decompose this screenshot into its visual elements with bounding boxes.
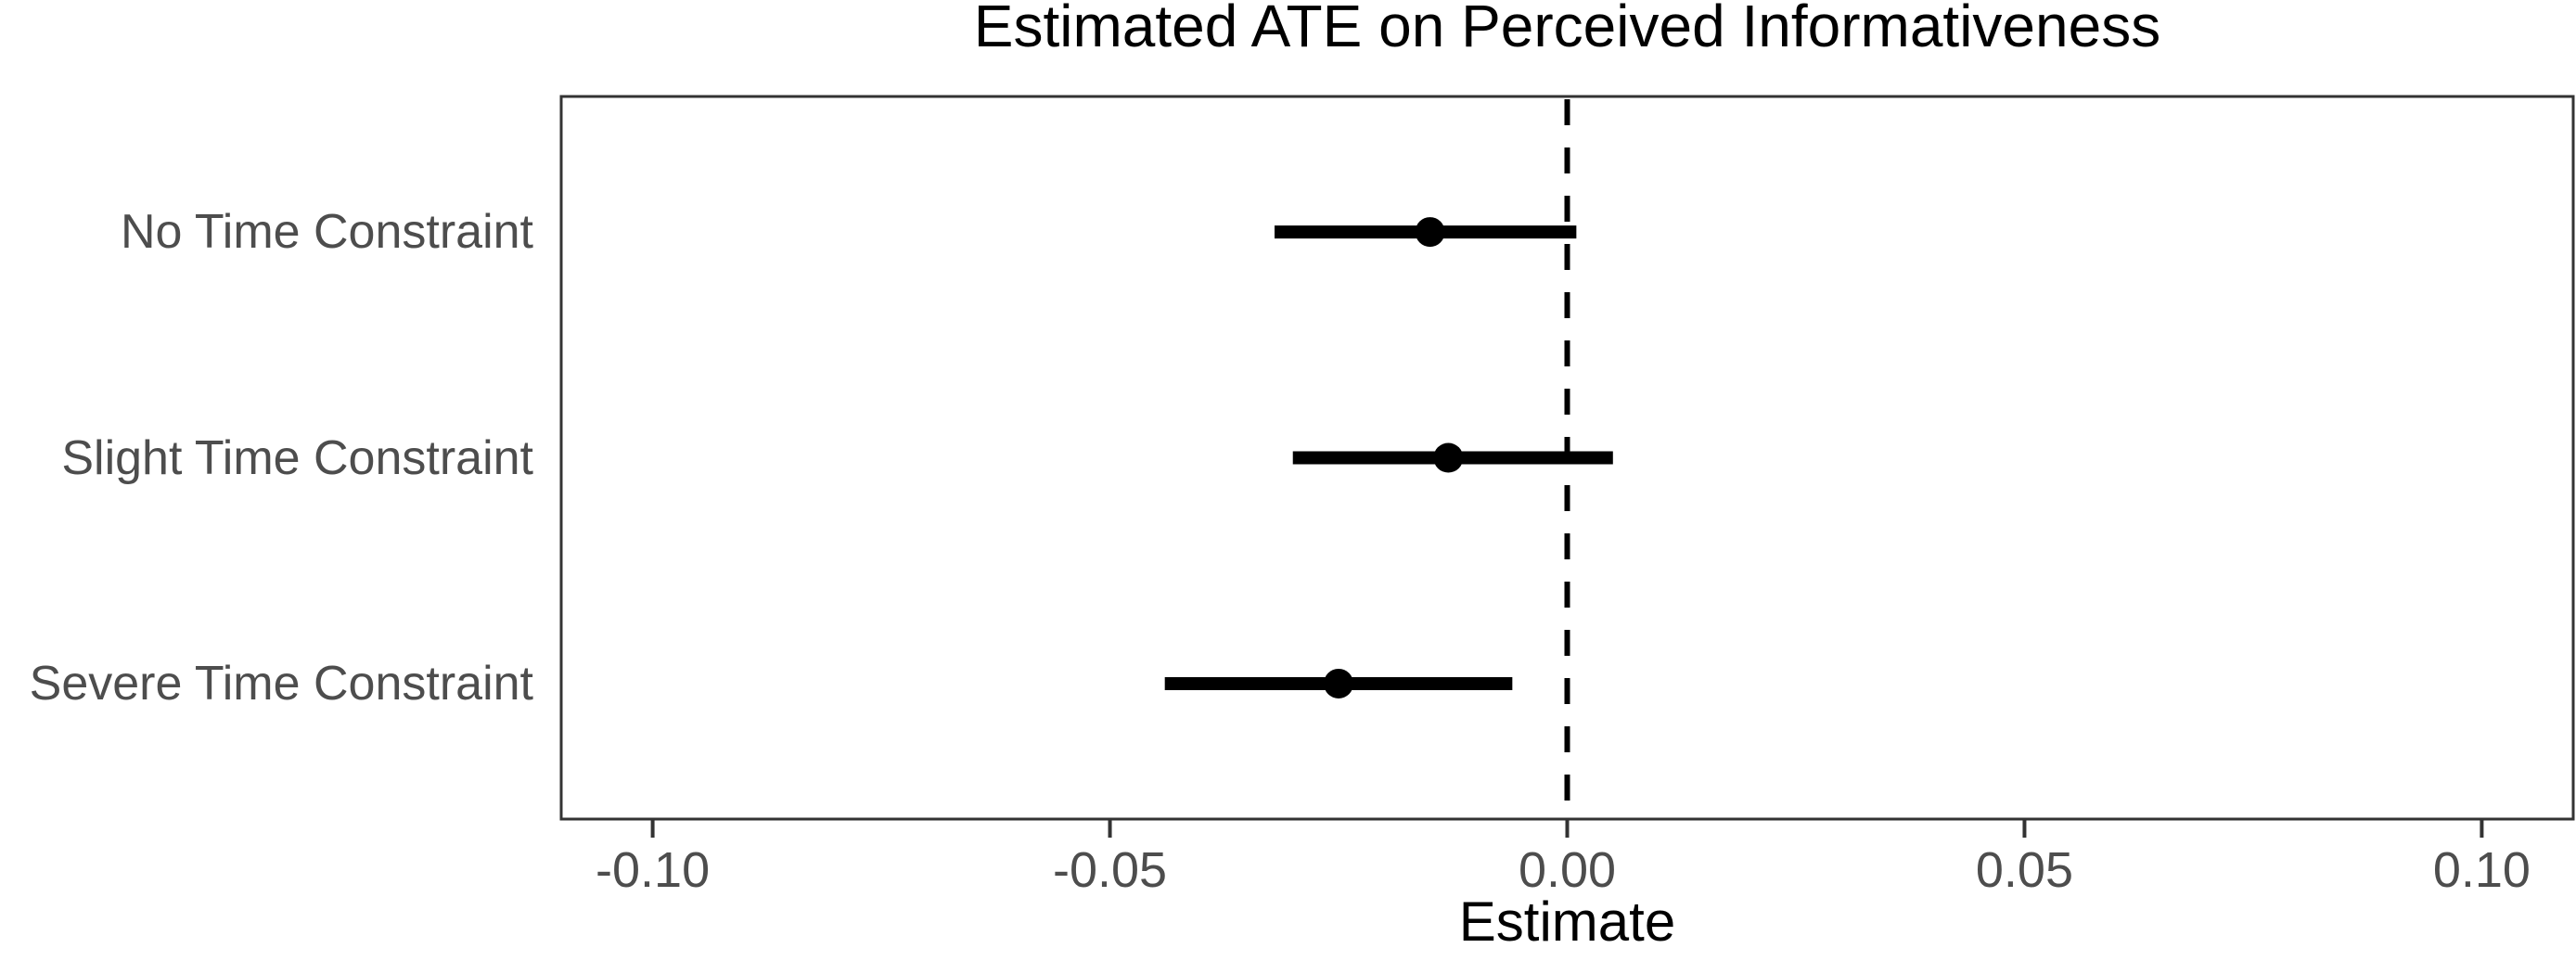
x-tick-label-0-05: 0.05	[1975, 842, 2073, 898]
x-tick-label-neg-0-05: -0.05	[1052, 842, 1168, 898]
x-tick-label-0-00: 0.00	[1518, 842, 1617, 898]
x-tick-label-neg-0-10: -0.10	[596, 842, 711, 898]
y-axis-label-slight-time-constraint: Slight Time Constraint	[61, 430, 533, 485]
point-estimate	[1433, 442, 1464, 473]
y-axis-label-no-time-constraint: No Time Constraint	[120, 205, 533, 260]
x-axis-title: Estimate	[1458, 891, 1676, 953]
y-axis-label-severe-time-constraint: Severe Time Constraint	[29, 656, 533, 711]
chart-title: Estimated ATE on Perceived Informativene…	[973, 0, 2161, 59]
x-tick-label-0-10: 0.10	[2432, 842, 2531, 898]
point-estimate	[1415, 217, 1445, 248]
point-estimate	[1324, 668, 1354, 698]
